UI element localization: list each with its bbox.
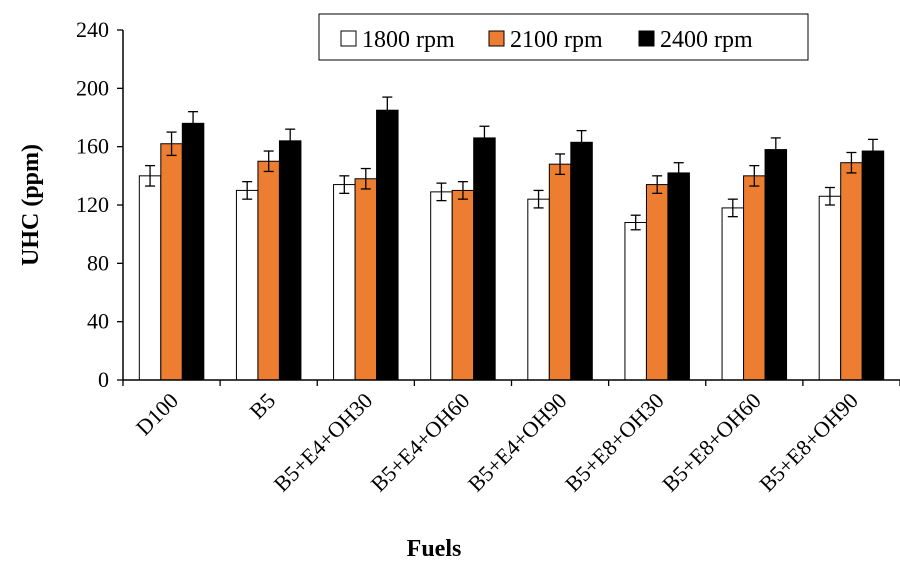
legend-swatch-2100-rpm xyxy=(488,30,505,47)
bar-b5-e8-oh90-2400-rpm xyxy=(861,150,885,381)
bar-b5-e8-oh60-2400-rpm xyxy=(764,149,788,381)
bar-b5-1800-rpm xyxy=(235,189,259,381)
error-bars-layer xyxy=(145,96,878,231)
x-tick-label-b5-e4-oh30: B5+E4+OH30 xyxy=(269,388,378,497)
error-bar-b5-e4-oh30-1800-rpm xyxy=(339,175,350,194)
error-bar-b5-e8-oh30-2400-rpm xyxy=(673,162,684,184)
bar-b5-e8-oh30-1800-rpm xyxy=(624,222,647,381)
legend-label-1800-rpm: 1800 rpm xyxy=(362,27,455,53)
bar-b5-e4-oh90-1800-rpm xyxy=(527,198,550,381)
bar-b5-e8-oh30-2100-rpm xyxy=(645,184,669,381)
error-bar-b5-2400-rpm xyxy=(285,128,296,154)
y-tick-label-120: 120 xyxy=(76,192,109,217)
error-bar-b5-e4-oh60-2400-rpm xyxy=(479,125,490,151)
legend-label-2400-rpm: 2400 rpm xyxy=(660,27,753,53)
error-bar-b5-1800-rpm xyxy=(242,181,253,200)
bar-b5-e4-oh60-2100-rpm xyxy=(451,189,475,381)
error-bar-d100-2400-rpm xyxy=(188,111,199,136)
bar-b5-2100-rpm xyxy=(257,160,280,381)
bar-d100-2100-rpm xyxy=(160,143,183,381)
x-ticks: D100 B5B5+E4+OH30B5+E4+OH60B5+E4+OH90B5+E… xyxy=(122,380,900,497)
x-axis-title: Fuels xyxy=(407,536,462,562)
legend: 1800 rpm 2100 rpm 2400 rpm xyxy=(318,13,809,61)
bar-b5-e4-oh60-1800-rpm xyxy=(430,191,453,381)
bars-layer xyxy=(138,109,885,381)
bar-b5-e4-oh60-2400-rpm xyxy=(473,137,496,381)
legend-label-2100-rpm: 2100 rpm xyxy=(510,27,603,53)
bar-b5-e8-oh90-1800-rpm xyxy=(818,195,842,381)
bar-b5-e4-oh90-2100-rpm xyxy=(548,163,572,381)
x-tick-label-b5-e4-oh90: B5+E4+OH90 xyxy=(463,388,572,497)
error-bar-b5-e8-oh90-2400-rpm xyxy=(867,138,878,164)
error-bar-b5-e8-oh30-1800-rpm xyxy=(630,214,641,231)
y-axis-title: UHC (ppm) xyxy=(18,144,44,266)
error-bar-b5-e8-oh90-2100-rpm xyxy=(846,151,857,174)
legend-swatch-2400-rpm xyxy=(638,30,655,47)
y-tick-label-80: 80 xyxy=(87,250,109,275)
y-ticks: 0 40 80 120 160 200 240 xyxy=(76,17,123,392)
error-bar-b5-e8-oh60-2400-rpm xyxy=(770,137,781,162)
x-tick-label-b5-e8-oh90: B5+E8+OH90 xyxy=(754,388,863,497)
error-bar-d100-2100-rpm xyxy=(166,131,177,157)
bar-d100-1800-rpm xyxy=(138,175,162,381)
x-tick-label-b5-e8-oh30: B5+E8+OH30 xyxy=(560,388,669,497)
error-bar-b5-e8-oh60-2100-rpm xyxy=(749,164,760,187)
x-tick-label-b5-e8-oh60: B5+E8+OH60 xyxy=(657,388,766,497)
bar-b5-e8-oh60-2100-rpm xyxy=(743,175,766,381)
error-bar-b5-e4-oh90-2100-rpm xyxy=(555,153,566,176)
x-tick-label-b5-e4-oh60: B5+E4+OH60 xyxy=(366,388,475,497)
error-bar-b5-e8-oh90-1800-rpm xyxy=(824,186,835,206)
error-bar-b5-e4-oh60-2100-rpm xyxy=(457,181,468,200)
y-tick-label-240: 240 xyxy=(76,17,109,42)
error-bar-b5-e4-oh30-2400-rpm xyxy=(382,96,393,124)
legend-box xyxy=(318,13,809,61)
bar-b5-e4-oh30-2400-rpm xyxy=(376,109,399,381)
bar-b5-e8-oh30-2400-rpm xyxy=(667,172,690,381)
legend-swatch-1800-rpm xyxy=(340,30,357,47)
x-tick-label-b5: B5 xyxy=(244,388,280,424)
error-bar-b5-e8-oh30-2100-rpm xyxy=(652,175,663,194)
error-bar-b5-e4-oh90-1800-rpm xyxy=(533,189,544,209)
bar-d100-2400-rpm xyxy=(181,122,205,381)
error-bar-b5-e4-oh60-1800-rpm xyxy=(436,182,447,202)
bar-b5-e8-oh90-2100-rpm xyxy=(840,162,863,381)
y-tick-label-0: 0 xyxy=(98,367,109,392)
bar-b5-e8-oh60-1800-rpm xyxy=(721,207,745,381)
y-tick-label-40: 40 xyxy=(87,309,109,334)
y-tick-label-160: 160 xyxy=(76,134,109,159)
y-tick-label-200: 200 xyxy=(76,75,109,100)
error-bar-d100-1800-rpm xyxy=(145,164,156,187)
error-bar-b5-2100-rpm xyxy=(263,150,274,173)
bar-b5-e4-oh30-2100-rpm xyxy=(354,178,378,381)
error-bar-b5-e8-oh60-1800-rpm xyxy=(727,198,738,218)
bar-b5-2400-rpm xyxy=(278,140,302,381)
error-bar-b5-e4-oh90-2400-rpm xyxy=(576,129,587,155)
error-bar-b5-e4-oh30-2100-rpm xyxy=(360,167,371,190)
x-tick-label-d100: D100 xyxy=(131,388,183,440)
bar-b5-e4-oh30-1800-rpm xyxy=(333,184,356,381)
bar-b5-e4-oh90-2400-rpm xyxy=(570,141,593,381)
